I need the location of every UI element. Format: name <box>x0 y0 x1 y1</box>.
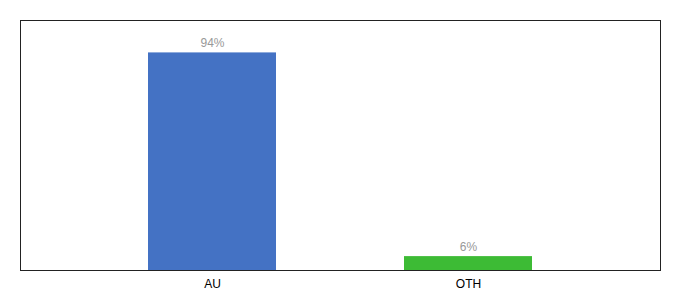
svg-text:AU: AU <box>204 277 221 291</box>
svg-text:6%: 6% <box>460 240 478 254</box>
svg-text:94%: 94% <box>200 36 224 50</box>
svg-text:OTH: OTH <box>456 277 481 291</box>
